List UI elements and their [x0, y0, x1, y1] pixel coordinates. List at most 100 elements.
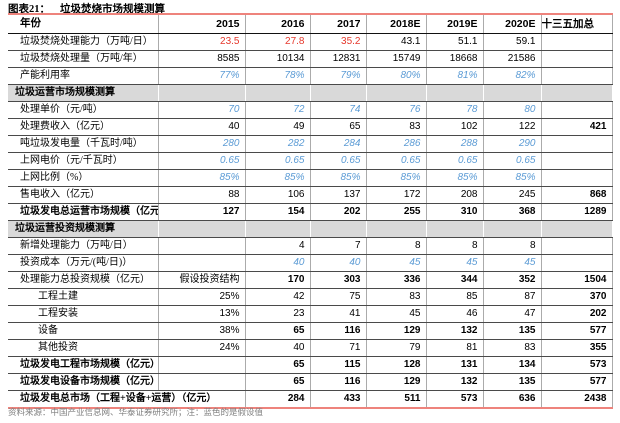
cell-investment-cost-6 — [541, 254, 613, 272]
table-row-capacity-utilization: 产能利用率 77% 78% 79% 80% 81% 82% — [8, 67, 613, 85]
row-label-new-capacity: 新增处理能力（万吨/日） — [8, 237, 159, 255]
table-row-treatment-fee-income: 处理费收入（亿元） 40 49 65 83 102 122 421 — [8, 118, 613, 136]
section-cell-section-investment-market-2 — [310, 220, 367, 238]
cell-engineering-installation-4: 46 — [426, 305, 484, 323]
table-row-investment-cost: 投资成本（万元/(吨/日)） 40 40 45 45 45 — [8, 254, 613, 272]
cell-grid-ratio-3: 85% — [366, 169, 427, 187]
col-header-13th-fyp-total: 十三五加总 — [541, 14, 613, 34]
cell-total-market-3: 573 — [426, 390, 484, 409]
row-label-engineering-installation: 工程安装 — [8, 305, 159, 323]
cell-treatment-unit-price-3: 76 — [366, 101, 427, 119]
table-row-power-per-ton: 吨垃圾发电量（千瓦时/吨） 280 282 284 286 288 290 — [8, 135, 613, 153]
col-header-year: 年份 — [8, 14, 159, 34]
cell-other-investment-4: 81 — [426, 339, 484, 357]
table-row-total-investment-scale: 处理能力总投资规模（亿元） 假设投资结构 170 303 336 344 352 1504 — [8, 271, 613, 289]
row-label-power-per-ton: 吨垃圾发电量（千瓦时/吨） — [8, 135, 159, 153]
cell-incineration-capacity-3: 43.1 — [366, 33, 427, 51]
row-label-total-market: 垃圾发电总市场（工程+设备+运营）（亿元） — [8, 390, 246, 409]
cell-investment-cost-2: 40 — [310, 254, 367, 272]
table-row-section-operation-market: 垃圾运营市场规模测算 — [8, 84, 613, 102]
row-label-grid-ratio: 上网比例（%） — [8, 169, 159, 187]
figure-number: 图表21： — [8, 4, 50, 15]
cell-engineering-market-scale-6: 573 — [541, 356, 613, 374]
cell-engineering-installation-2: 41 — [310, 305, 367, 323]
cell-total-operation-market-5: 368 — [483, 203, 542, 221]
col-header-2020e: 2020E — [483, 14, 542, 34]
cell-equipment-market-scale-0 — [158, 373, 246, 391]
cell-new-capacity-2: 7 — [310, 237, 367, 255]
cell-power-per-ton-3: 286 — [366, 135, 427, 153]
cell-equipment-6: 577 — [541, 322, 613, 340]
cell-electricity-sale-income-4: 208 — [426, 186, 484, 204]
cell-electricity-sale-income-5: 245 — [483, 186, 542, 204]
row-label-electricity-sale-income: 售电收入（亿元） — [8, 186, 159, 204]
section-cell-section-investment-market-3 — [366, 220, 427, 238]
cell-total-investment-scale-2: 303 — [310, 271, 367, 289]
cell-civil-engineering-0: 25% — [158, 288, 246, 306]
cell-equipment-market-scale-5: 135 — [483, 373, 542, 391]
cell-capacity-utilization-4: 81% — [426, 67, 484, 85]
cell-grid-price-0: 0.65 — [158, 152, 246, 170]
cell-treatment-fee-income-2: 65 — [310, 118, 367, 136]
cell-grid-price-1: 0.65 — [245, 152, 311, 170]
cell-equipment-market-scale-2: 116 — [310, 373, 367, 391]
cell-electricity-sale-income-0: 88 — [158, 186, 246, 204]
section-cell-section-operation-market-4 — [426, 84, 484, 102]
cell-investment-cost-5: 45 — [483, 254, 542, 272]
cell-grid-price-3: 0.65 — [366, 152, 427, 170]
table-row-section-investment-market: 垃圾运营投资规模测算 — [8, 220, 613, 238]
section-label-section-investment-market: 垃圾运营投资规模测算 — [8, 220, 159, 238]
cell-grid-ratio-4: 85% — [426, 169, 484, 187]
col-header-2018e: 2018E — [366, 14, 427, 34]
cell-new-capacity-0 — [158, 237, 246, 255]
col-header-2015: 2015 — [158, 14, 246, 34]
cell-new-capacity-4: 8 — [426, 237, 484, 255]
cell-equipment-2: 116 — [310, 322, 367, 340]
cell-civil-engineering-2: 75 — [310, 288, 367, 306]
cell-other-investment-3: 79 — [366, 339, 427, 357]
cell-treatment-unit-price-6 — [541, 101, 613, 119]
cell-total-operation-market-4: 310 — [426, 203, 484, 221]
cell-other-investment-1: 40 — [245, 339, 311, 357]
cell-grid-price-6 — [541, 152, 613, 170]
cell-engineering-installation-3: 45 — [366, 305, 427, 323]
cell-total-investment-scale-6: 1504 — [541, 271, 613, 289]
cell-equipment-1: 65 — [245, 322, 311, 340]
table-row-engineering-market-scale: 垃圾发电工程市场规模（亿元） 65 115 128 131 134 573 — [8, 356, 613, 374]
cell-total-operation-market-2: 202 — [310, 203, 367, 221]
cell-capacity-utilization-2: 79% — [310, 67, 367, 85]
row-label-civil-engineering: 工程土建 — [8, 288, 159, 306]
cell-investment-cost-1: 40 — [245, 254, 311, 272]
cell-other-investment-0: 24% — [158, 339, 246, 357]
cell-grid-ratio-2: 85% — [310, 169, 367, 187]
row-label-capacity-utilization: 产能利用率 — [8, 67, 159, 85]
cell-incineration-volume-2: 12831 — [310, 50, 367, 68]
cell-engineering-installation-0: 13% — [158, 305, 246, 323]
cell-total-market-2: 511 — [366, 390, 427, 409]
figure-title: 图表21： 垃圾焚烧市场规模测算 — [8, 1, 165, 16]
row-label-total-operation-market: 垃圾发电总运营市场规模（亿元） — [8, 203, 159, 221]
cell-incineration-capacity-6 — [541, 33, 613, 51]
table-row-incineration-volume: 垃圾焚烧处理量（万吨/年） 8585 10134 12831 15749 18668 215… — [8, 50, 613, 68]
cell-engineering-installation-1: 23 — [245, 305, 311, 323]
cell-treatment-fee-income-4: 102 — [426, 118, 484, 136]
col-header-2016: 2016 — [245, 14, 311, 34]
cell-engineering-market-scale-3: 128 — [366, 356, 427, 374]
cell-electricity-sale-income-2: 137 — [310, 186, 367, 204]
row-label-equipment: 设备 — [8, 322, 159, 340]
cell-new-capacity-3: 8 — [366, 237, 427, 255]
market-size-table: 年份 2015 2016 2017 2018E 2019E 2020E 十三五加… — [8, 13, 613, 409]
table-row-total-market: 垃圾发电总市场（工程+设备+运营）（亿元） 284 433 511 573 636 2438 — [8, 390, 613, 409]
cell-total-investment-scale-4: 344 — [426, 271, 484, 289]
section-cell-section-operation-market-6 — [541, 84, 613, 102]
table-row-grid-ratio: 上网比例（%） 85% 85% 85% 85% 85% 85% — [8, 169, 613, 187]
cell-total-operation-market-1: 154 — [245, 203, 311, 221]
cell-treatment-fee-income-3: 83 — [366, 118, 427, 136]
cell-total-investment-scale-1: 170 — [245, 271, 311, 289]
cell-total-operation-market-6: 1289 — [541, 203, 613, 221]
cell-grid-price-2: 0.65 — [310, 152, 367, 170]
cell-capacity-utilization-6 — [541, 67, 613, 85]
section-cell-section-operation-market-5 — [483, 84, 542, 102]
cell-equipment-3: 129 — [366, 322, 427, 340]
